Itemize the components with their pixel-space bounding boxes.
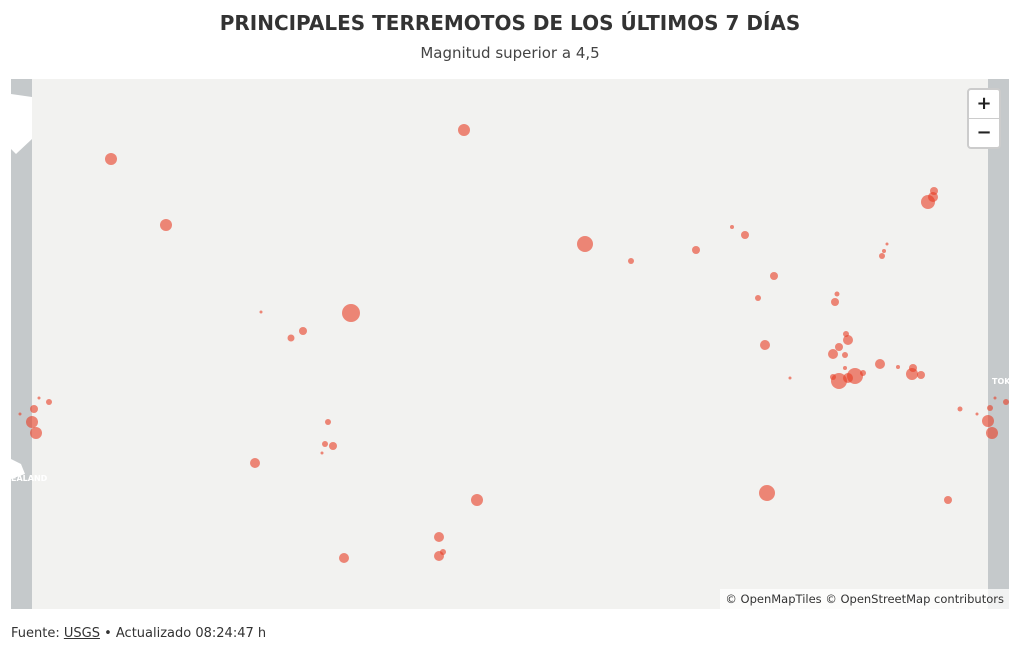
earthquake[interactable] <box>320 451 324 455</box>
map[interactable]: TOK EALAND + − © OpenMapTiles © OpenStre… <box>11 79 1009 609</box>
earthquake[interactable] <box>896 365 900 369</box>
earthquake[interactable] <box>105 153 117 165</box>
earthquake[interactable] <box>879 253 885 259</box>
earthquake[interactable] <box>987 405 993 411</box>
earthquake[interactable] <box>577 236 593 252</box>
earthquake[interactable] <box>843 335 853 345</box>
earthquake[interactable] <box>339 553 349 563</box>
land <box>988 79 1009 609</box>
title: PRINCIPALES TERREMOTOS DE LOS ÚLTIMOS 7 … <box>219 11 801 35</box>
earthquake[interactable] <box>986 427 998 439</box>
earthquake[interactable] <box>458 124 470 136</box>
earthquake[interactable] <box>628 258 634 264</box>
land-shape <box>11 459 25 479</box>
earthquake[interactable] <box>982 415 994 427</box>
earthquake[interactable] <box>834 291 840 297</box>
zoom-control: + − <box>967 88 1001 149</box>
earthquake[interactable] <box>1003 399 1009 405</box>
earthquake[interactable] <box>975 412 979 416</box>
source-link[interactable]: USGS <box>63 626 100 641</box>
earthquake[interactable] <box>760 340 770 350</box>
place-label: EALAND <box>11 474 48 483</box>
earthquake[interactable] <box>434 532 444 542</box>
earthquakes <box>18 124 1009 563</box>
earthquake[interactable] <box>993 396 997 400</box>
zoom-in[interactable]: + <box>976 93 992 114</box>
earthquake[interactable] <box>342 304 360 322</box>
earthquake[interactable] <box>842 352 848 358</box>
earthquake[interactable] <box>18 412 22 416</box>
source-prefix: Fuente: <box>11 626 60 641</box>
earthquake[interactable] <box>37 396 41 400</box>
earthquake[interactable] <box>921 195 935 209</box>
earthquake[interactable] <box>843 373 853 383</box>
earthquake[interactable] <box>26 416 38 428</box>
earthquake[interactable] <box>835 343 843 351</box>
earthquake[interactable] <box>692 246 700 254</box>
earthquake[interactable] <box>831 298 839 306</box>
earthquake[interactable] <box>759 485 775 501</box>
earthquake[interactable] <box>944 496 952 504</box>
attribution: © OpenMapTiles © OpenStreetMap contribut… <box>720 589 1009 609</box>
map-layer <box>11 79 1009 609</box>
earthquake[interactable] <box>788 376 792 380</box>
footer: Fuente: USGS • Actualizado 08:24:47 h <box>11 626 266 641</box>
earthquake[interactable] <box>471 494 483 506</box>
earthquake[interactable] <box>885 242 889 246</box>
earthquake[interactable] <box>917 371 925 379</box>
earthquake[interactable] <box>843 366 847 370</box>
zoom-out[interactable]: − <box>969 118 999 147</box>
earthquake[interactable] <box>906 368 918 380</box>
earthquake[interactable] <box>741 231 749 239</box>
earthquake[interactable] <box>957 406 963 412</box>
earthquake[interactable] <box>160 219 172 231</box>
earthquake[interactable] <box>250 458 260 468</box>
earthquake[interactable] <box>882 249 886 253</box>
earthquake[interactable] <box>828 349 838 359</box>
land <box>11 79 32 609</box>
earthquake[interactable] <box>30 427 42 439</box>
updated: • Actualizado 08:24:47 h <box>104 626 267 641</box>
earthquake[interactable] <box>46 399 52 405</box>
subtitle: Magnitud superior a 4,5 <box>420 44 600 62</box>
earthquake[interactable] <box>325 419 331 425</box>
earthquake[interactable] <box>875 359 885 369</box>
earthquake[interactable] <box>329 442 337 450</box>
earthquake[interactable] <box>259 310 263 314</box>
earthquake[interactable] <box>730 225 734 229</box>
earthquake[interactable] <box>434 551 444 561</box>
earthquake[interactable] <box>299 327 307 335</box>
place-label: TOK <box>992 377 1009 386</box>
earthquake[interactable] <box>755 295 761 301</box>
land-shape <box>11 94 32 154</box>
earthquake[interactable] <box>287 334 295 342</box>
earthquake[interactable] <box>830 374 836 380</box>
earthquake[interactable] <box>770 272 778 280</box>
earthquake[interactable] <box>30 405 38 413</box>
earthquake[interactable] <box>322 441 328 447</box>
earthquake[interactable] <box>860 370 866 376</box>
